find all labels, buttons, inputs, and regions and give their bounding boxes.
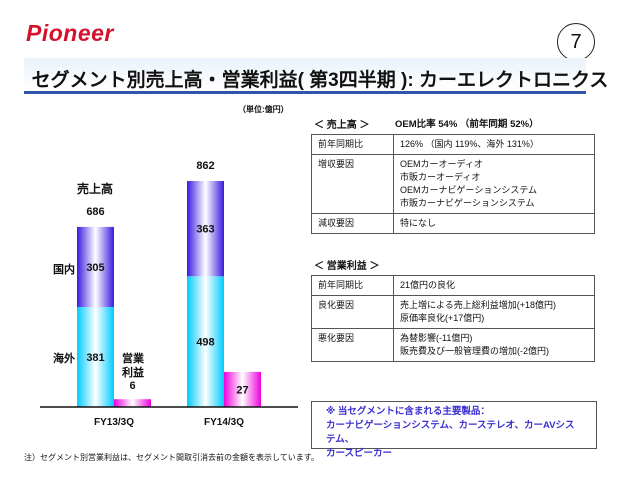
x-tick-label: FY13/3Q (94, 417, 134, 428)
row-key: 増収要因 (311, 154, 394, 214)
note-line: カーナビゲーションシステム、カーステレオ、カーAVシステム、 (326, 420, 575, 445)
value-line: 市販カーナビゲーションシステム (400, 198, 535, 208)
row-value: 126% （国内 119%、海外 131%） (393, 134, 595, 155)
profit-label: 6 (129, 380, 135, 392)
row-key: 前年同期比 (311, 275, 394, 296)
profit-label-line: 営業 (122, 351, 145, 365)
value-line: 販売費及び一般管理費の増加(-2億円) (400, 346, 549, 356)
profit-table: 前年同期比 21億円の良化 良化要因 売上増による売上総利益増加(+18億円) 原価率良… (311, 275, 595, 362)
row-key: 前年同期比 (311, 134, 394, 155)
overseas-label: 海外 (53, 351, 75, 365)
title-rule (24, 91, 586, 94)
bar-label-domestic: 363 (196, 224, 214, 236)
value-line: 売上増による売上総利益増加(+18億円) (400, 300, 556, 310)
row-value: OEMカーオーディオ 市販カーオーディオ OEMカーナビゲーションシステム 市販カーナ… (393, 154, 595, 214)
note-line: カースピーカー (326, 448, 393, 459)
main-products-note: ※ 当セグメントに含まれる主要製品： カーナビゲーションシステム、カーステレオ、… (311, 401, 597, 459)
bar-operating-profit (114, 399, 151, 407)
sales-heading: ＜ 売上高 ＞ (314, 120, 370, 131)
row-value: 為替影響(-11億円) 販売費及び一般管理費の増加(-2億円) (393, 328, 595, 362)
pioneer-logo: Pioneer (26, 20, 114, 46)
row-key: 良化要因 (311, 295, 394, 329)
value-line: 21億円の良化 (400, 280, 456, 290)
bar-domestic (187, 180, 224, 277)
row-key: 悪化要因 (311, 328, 394, 362)
value-line: OEMカーオーディオ (400, 159, 483, 169)
total-label: 862 (196, 160, 214, 172)
domestic-label: 国内 (53, 262, 75, 276)
page-title: セグメント別売上高・営業利益( 第3四半期 ): カーエレクトロニクス (31, 70, 609, 91)
value-line: 原価率良化(+17億円) (400, 313, 485, 323)
value-line: 特になし (400, 218, 437, 228)
profit-label: 27 (236, 384, 248, 396)
title-bar (24, 58, 586, 90)
table-row: 悪化要因 為替影響(-11億円) 販売費及び一般管理費の増加(-2億円) (311, 328, 595, 362)
sales-table: 前年同期比 126% （国内 119%、海外 131%） 増収要因 OEMカーオーディ… (311, 134, 595, 234)
row-value: 売上増による売上総利益増加(+18億円) 原価率良化(+17億円) (393, 295, 595, 329)
table-row: 前年同期比 126% （国内 119%、海外 131%） (311, 134, 595, 155)
bar-domestic (77, 226, 114, 307)
x-tick-label: FY14/3Q (204, 417, 244, 428)
table-row: 前年同期比 21億円の良化 (311, 275, 595, 296)
chart-unit: （単位:億円） (238, 105, 289, 114)
note-line: ※ 当セグメントに含まれる主要製品： (326, 406, 490, 417)
bar-overseas (187, 276, 224, 407)
row-value: 特になし (393, 213, 595, 234)
row-value: 21億円の良化 (393, 275, 595, 296)
table-row: 減収要因 特になし (311, 213, 595, 234)
oem-ratio: OEM比率 54% （前年同期 52%） (395, 119, 539, 130)
bar-label-overseas: 498 (196, 337, 214, 349)
sales-label: 売上高 (77, 181, 113, 196)
page-number: 7 (557, 23, 595, 61)
profit-label-line: 利益 (122, 365, 144, 379)
bar-overseas (77, 306, 114, 407)
row-key: 減収要因 (311, 213, 394, 234)
profit-heading: ＜ 営業利益 ＞ (314, 261, 380, 272)
bar-label-overseas: 381 (86, 352, 104, 364)
bar-label-domestic: 305 (86, 262, 104, 274)
bar-operating-profit (224, 371, 261, 407)
table-row: 増収要因 OEMカーオーディオ 市販カーオーディオ OEMカーナビゲーションシステム市… (311, 154, 595, 214)
table-row: 良化要因 売上増による売上総利益増加(+18億円) 原価率良化(+17億円) (311, 295, 595, 329)
sales-chart: 381 305 686 6 FY13/3Q 498 363 862 27 FY14/3Q 売上高国内… (40, 160, 298, 428)
footnote: 注）セグメント別営業利益は、セグメント間取引消去前の金額を表示しています。 (24, 453, 319, 462)
value-line: 126% （国内 119%、海外 131%） (400, 139, 539, 149)
value-line: OEMカーナビゲーションシステム (400, 185, 538, 195)
value-line: 市販カーオーディオ (400, 172, 481, 182)
total-label: 686 (86, 206, 104, 218)
value-line: 為替影響(-11億円) (400, 333, 473, 343)
